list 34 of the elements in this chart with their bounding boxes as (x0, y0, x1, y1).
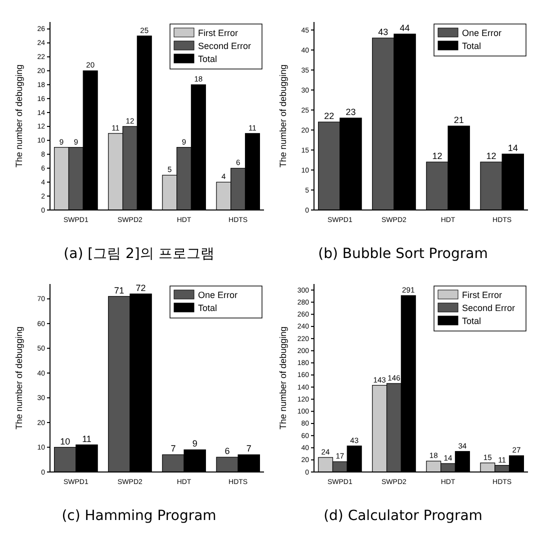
data-label: 10 (60, 436, 70, 446)
data-label: 43 (378, 27, 388, 37)
text: (d) Calculator Program (324, 508, 482, 524)
text: (a) [그림 2]의 프로그램 (64, 246, 214, 262)
data-label: 71 (114, 285, 124, 296)
data-label: 6 (224, 446, 230, 456)
data-label: 72 (136, 282, 146, 293)
legend-label: One Error (198, 290, 238, 300)
legend-label: First Error (198, 28, 238, 38)
data-label: 7 (246, 444, 252, 454)
data-label: 12 (486, 151, 496, 161)
legend-label: Total (198, 54, 218, 64)
text: (c) Hamming Program (62, 508, 216, 524)
y-axis-title: The number of debugging (14, 64, 24, 168)
y-axis-title: The number of debugging (278, 64, 288, 168)
y-axis-title: The number of debugging (14, 326, 24, 430)
data-label: 11 (82, 434, 92, 444)
data-label: 12 (432, 151, 442, 161)
data-label: 9 (192, 438, 198, 449)
legend-label: Total (198, 303, 218, 313)
legend-label: Total (462, 316, 482, 326)
text: (b) Bubble Sort Program (318, 246, 488, 262)
legend-label: First Error (462, 290, 502, 300)
data-label: 23 (346, 107, 356, 117)
data-label: 7 (170, 444, 176, 454)
y-axis-title: The number of debugging (278, 326, 288, 430)
legend-label: Second Error (462, 303, 516, 313)
legend-label: Total (462, 41, 482, 51)
data-label: 44 (400, 23, 410, 33)
legend-label: One Error (462, 28, 502, 38)
data-label: 14 (508, 143, 518, 153)
data-label: 21 (454, 115, 464, 125)
data-label: 22 (324, 111, 334, 121)
legend-label: Second Error (198, 41, 252, 51)
